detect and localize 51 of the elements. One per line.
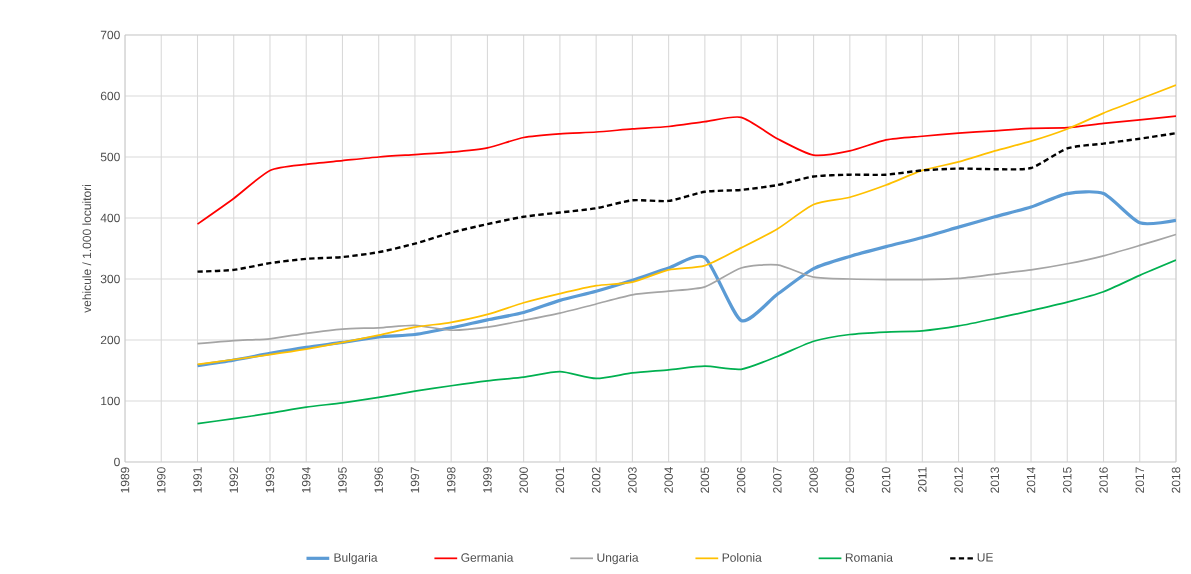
x-tick-label: 2008 <box>809 467 818 493</box>
x-tick-label: 1992 <box>229 467 238 493</box>
x-tick-label: 2005 <box>700 467 710 493</box>
line-series <box>196 233 1176 345</box>
legend-label: Romania <box>845 552 893 562</box>
line-series <box>195 190 1176 368</box>
line-series <box>196 132 1176 273</box>
y-tick-label: 200 <box>100 335 120 345</box>
y-tick-label: 500 <box>100 152 120 162</box>
y-tick-label: 0 <box>114 457 120 467</box>
x-tick-label: 2017 <box>1135 467 1145 493</box>
x-tick-label: 1993 <box>265 467 275 493</box>
x-tick-label: 2002 <box>591 467 601 493</box>
x-tick-label: 2007 <box>773 467 782 493</box>
x-tick-label: 2011 <box>918 467 927 492</box>
x-tick-label: 2003 <box>628 467 637 493</box>
y-tick-label: 300 <box>100 274 120 284</box>
legend-label: Germania <box>461 552 514 562</box>
x-tick-label: 2014 <box>1026 467 1036 493</box>
x-tick-label: 2018 <box>1171 467 1181 493</box>
x-tick-label: 2001 <box>555 467 565 493</box>
x-tick-label: 2004 <box>664 467 673 493</box>
x-tick-label: 2009 <box>845 467 855 493</box>
x-tick-label: 1994 <box>301 467 311 493</box>
x-tick-label: 1990 <box>157 467 166 493</box>
y-tick-label: 400 <box>100 213 120 223</box>
line-series <box>196 84 1176 366</box>
x-tick-label: 1997 <box>410 467 420 493</box>
x-tick-label: 1995 <box>338 467 347 493</box>
y-tick-label: 600 <box>100 91 120 101</box>
x-tick-label: 1998 <box>446 467 456 493</box>
y-tick-label: 100 <box>101 396 120 406</box>
x-tick-label: 2012 <box>954 467 963 493</box>
x-tick-label: 1991 <box>193 467 202 493</box>
y-axis-title: vehicule / 1.000 locuitori <box>82 184 92 313</box>
x-tick-label: 2016 <box>1099 467 1108 493</box>
line-series <box>196 115 1176 225</box>
legend-label: Bulgaria <box>334 552 378 565</box>
legend-label: Polonia <box>722 552 762 562</box>
x-tick-label: 2000 <box>519 467 528 493</box>
x-tick-label: 1989 <box>120 467 130 493</box>
legend-label: UE <box>977 553 993 562</box>
x-tick-label: 1996 <box>374 467 383 493</box>
x-tick-label: 2010 <box>881 467 891 493</box>
x-tick-label: 1999 <box>483 467 492 493</box>
x-tick-label: 2015 <box>1063 467 1072 493</box>
line-series <box>196 259 1176 425</box>
x-tick-label: 2006 <box>736 467 746 493</box>
legend-label: Ungaria <box>597 552 639 565</box>
x-tick-label: 2013 <box>990 467 1000 493</box>
y-tick-label: 700 <box>100 30 120 40</box>
